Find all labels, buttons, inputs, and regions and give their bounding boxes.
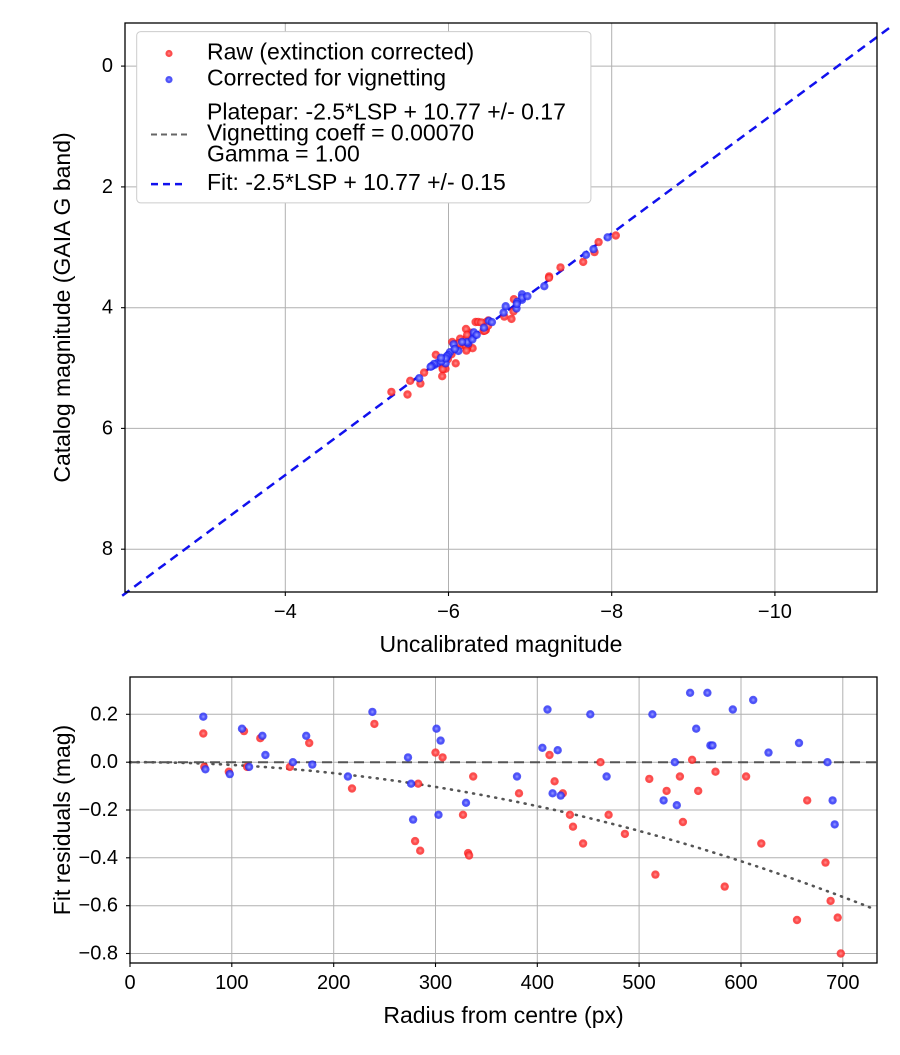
svg-text:200: 200 <box>317 972 350 994</box>
svg-text:−0.4: −0.4 <box>79 847 118 869</box>
svg-text:Radius from centre (px): Radius from centre (px) <box>383 1002 623 1028</box>
svg-text:100: 100 <box>215 972 248 994</box>
svg-text:500: 500 <box>622 972 655 994</box>
svg-text:4: 4 <box>102 297 113 319</box>
svg-text:2: 2 <box>102 176 113 198</box>
svg-text:Fit residuals (mag): Fit residuals (mag) <box>49 725 75 915</box>
svg-text:Raw (extinction corrected): Raw (extinction corrected) <box>207 39 474 65</box>
svg-text:600: 600 <box>724 972 757 994</box>
svg-text:Uncalibrated magnitude: Uncalibrated magnitude <box>380 631 623 657</box>
svg-text:Gamma = 1.00: Gamma = 1.00 <box>207 140 360 166</box>
svg-text:0: 0 <box>102 55 113 77</box>
svg-text:300: 300 <box>419 972 452 994</box>
svg-text:Catalog magnitude (GAIA G band: Catalog magnitude (GAIA G band) <box>49 132 75 482</box>
svg-text:−0.8: −0.8 <box>79 943 118 965</box>
svg-text:8: 8 <box>102 538 113 560</box>
svg-text:0.0: 0.0 <box>90 751 118 773</box>
svg-text:−8: −8 <box>600 601 623 623</box>
svg-text:Fit: -2.5*LSP + 10.77 +/- 0.15: Fit: -2.5*LSP + 10.77 +/- 0.15 <box>207 169 506 195</box>
svg-text:0: 0 <box>124 972 135 994</box>
svg-text:−4: −4 <box>274 601 297 623</box>
svg-text:−6: −6 <box>437 601 460 623</box>
svg-text:400: 400 <box>521 972 554 994</box>
svg-text:6: 6 <box>102 417 113 439</box>
svg-text:−10: −10 <box>758 601 792 623</box>
svg-text:−0.6: −0.6 <box>79 895 118 917</box>
svg-text:Corrected for vignetting: Corrected for vignetting <box>207 65 446 91</box>
svg-text:700: 700 <box>826 972 859 994</box>
svg-text:0.2: 0.2 <box>90 703 118 725</box>
svg-text:−0.2: −0.2 <box>79 799 118 821</box>
